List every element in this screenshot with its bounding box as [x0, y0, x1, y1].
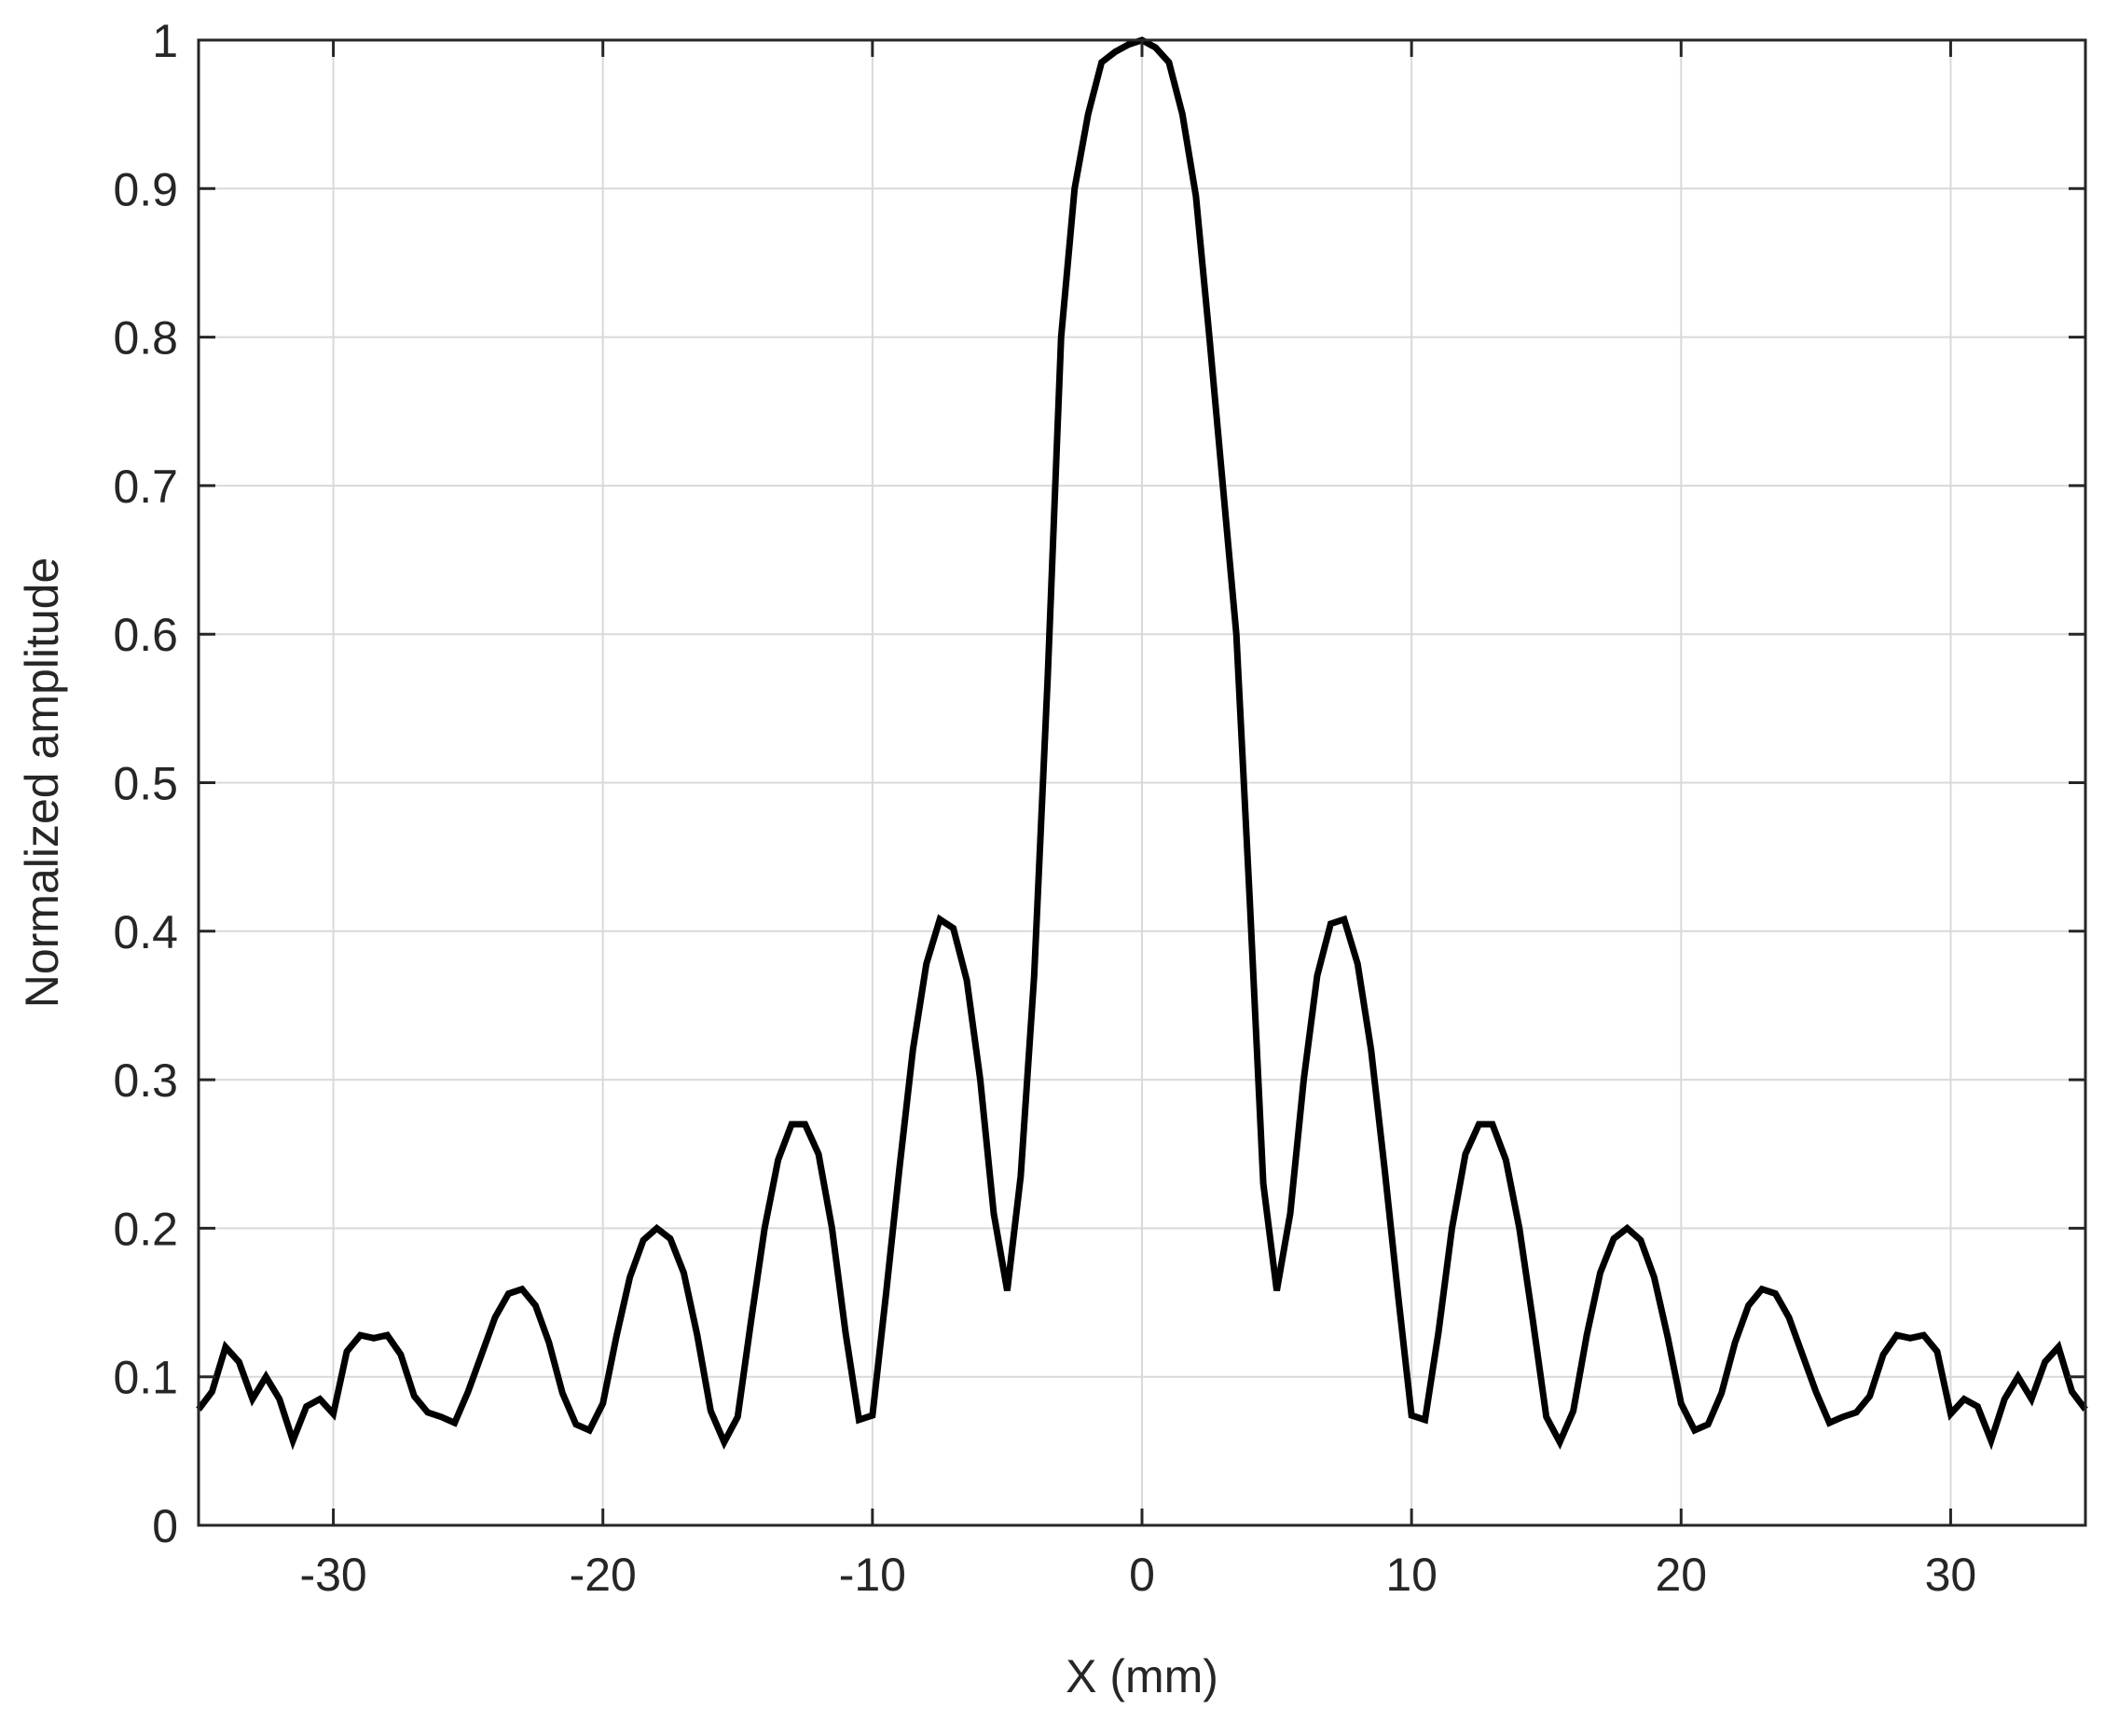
x-tick-label: -10: [839, 1549, 906, 1601]
x-tick-label: 20: [1655, 1549, 1707, 1601]
x-tick-label: 0: [1129, 1549, 1155, 1601]
y-tick-label: 0.2: [113, 1203, 178, 1255]
y-tick-label: 0.3: [113, 1054, 178, 1107]
x-tick-label: 30: [1925, 1549, 1977, 1601]
y-tick-label: 0.7: [113, 461, 178, 513]
y-tick-label: 0.8: [113, 312, 178, 365]
y-tick-label: 0.9: [113, 163, 178, 215]
x-axis-label: X (mm): [1066, 1650, 1218, 1702]
y-tick-label: 0.6: [113, 609, 178, 661]
y-tick-label: 1: [152, 15, 178, 67]
y-tick-label: 0.5: [113, 758, 178, 810]
tick-marks: [199, 38, 2085, 1527]
y-tick-label: 0: [152, 1500, 178, 1552]
y-tick-label: 0.4: [113, 906, 178, 958]
x-axis-tick-labels: -30 -20 -10 0 10 20 30: [299, 1549, 1976, 1601]
x-tick-label: 10: [1385, 1549, 1438, 1601]
y-tick-label: 0.1: [113, 1352, 178, 1404]
x-tick-label: -20: [570, 1549, 637, 1601]
y-axis-label: Normalized amplitude: [16, 558, 68, 1009]
y-axis-tick-labels: 0 0.1 0.2 0.3 0.4 0.5 0.6 0.7 0.8 0.9 1: [113, 15, 178, 1552]
x-tick-label: -30: [299, 1549, 366, 1601]
